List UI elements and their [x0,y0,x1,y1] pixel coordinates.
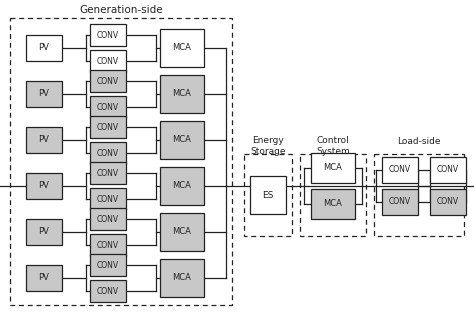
Bar [26,219,62,245]
Text: CONV: CONV [97,194,119,203]
Bar [90,50,126,72]
Bar [90,162,126,184]
Text: Control
System: Control System [316,136,350,156]
Bar [90,70,126,92]
Bar [90,254,126,276]
Bar [160,259,204,297]
Text: PV: PV [38,44,49,52]
Text: CONV: CONV [97,214,119,224]
Text: CONV: CONV [437,198,459,207]
Bar [160,75,204,113]
Text: PV: PV [38,228,49,236]
Bar [250,176,286,214]
Text: CONV: CONV [97,169,119,177]
Text: PV: PV [38,181,49,191]
Bar [430,157,466,183]
Text: MCA: MCA [173,44,191,52]
Text: Energy
Storage: Energy Storage [250,136,286,156]
Bar [160,213,204,251]
Bar [10,18,232,305]
Text: PV: PV [38,273,49,283]
Bar [382,157,418,183]
Text: CONV: CONV [97,149,119,158]
Bar [26,35,62,61]
Text: MCA: MCA [324,199,342,208]
Text: MCA: MCA [173,273,191,283]
Bar [244,154,292,236]
Text: MCA: MCA [173,136,191,144]
Bar [26,173,62,199]
Bar [90,116,126,138]
Bar [90,24,126,46]
Bar [311,153,355,183]
Bar [26,127,62,153]
Text: MCA: MCA [173,181,191,191]
Text: PV: PV [38,89,49,99]
Text: CONV: CONV [437,165,459,175]
Bar [26,81,62,107]
Bar [90,234,126,256]
Text: Load-side: Load-side [397,137,441,146]
Text: CONV: CONV [389,165,411,175]
Bar [90,280,126,302]
Bar [160,167,204,205]
Bar [90,208,126,230]
Text: PV: PV [38,136,49,144]
Bar [160,121,204,159]
Text: CONV: CONV [97,57,119,66]
Text: CONV: CONV [97,122,119,132]
Text: CONV: CONV [97,286,119,295]
Bar [311,189,355,219]
Bar [300,154,366,236]
Bar [26,265,62,291]
Text: CONV: CONV [97,102,119,111]
Text: MCA: MCA [324,164,342,172]
Text: Generation-side: Generation-side [79,5,163,15]
Text: CONV: CONV [389,198,411,207]
Text: CONV: CONV [97,241,119,250]
Text: ES: ES [262,191,273,199]
Text: MCA: MCA [173,228,191,236]
Text: CONV: CONV [97,77,119,85]
Text: CONV: CONV [97,30,119,40]
Bar [382,189,418,215]
Bar [374,154,464,236]
Bar [90,96,126,118]
Text: CONV: CONV [97,261,119,269]
Bar [430,189,466,215]
Bar [90,142,126,164]
Text: MCA: MCA [173,89,191,99]
Bar [90,188,126,210]
Bar [160,29,204,67]
